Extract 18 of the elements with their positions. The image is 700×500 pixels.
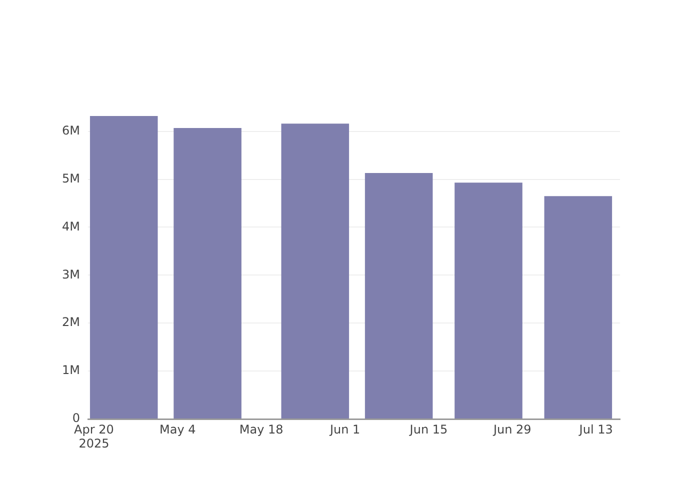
y-tick-label: 3M	[62, 267, 80, 282]
y-tick-label: 5M	[62, 171, 80, 186]
bar	[281, 124, 350, 418]
y-tick-label: 4M	[62, 219, 80, 234]
x-tick-label: May 18	[239, 422, 284, 436]
x-tick-label: May 4	[160, 422, 196, 436]
y-tick-label: 6M	[62, 123, 80, 138]
bar	[174, 128, 242, 418]
bar	[544, 196, 612, 418]
x-tick-label: Jun 1	[328, 422, 360, 436]
bar	[454, 182, 522, 418]
x-tick-label: Jun 15	[408, 422, 448, 436]
bar	[90, 116, 158, 418]
x-tick-label: Jul 13	[578, 422, 613, 436]
x-tick-label: Jun 29	[492, 422, 532, 436]
bar	[364, 173, 433, 418]
y-tick-label: 2M	[62, 315, 80, 330]
y-tick-label: 1M	[62, 363, 80, 378]
